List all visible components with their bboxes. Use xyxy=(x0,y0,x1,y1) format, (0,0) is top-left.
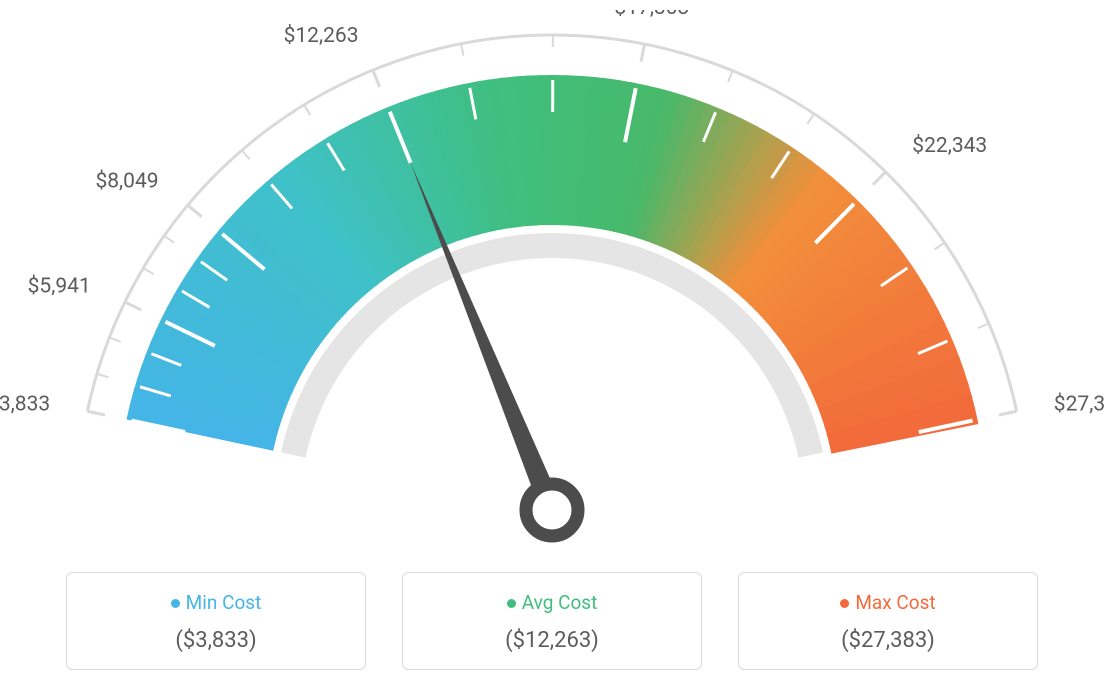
gauge-scale-label: $27,383 xyxy=(1054,392,1104,416)
legend-card-min: Min Cost ($3,833) xyxy=(66,572,366,670)
legend-value-min: ($3,833) xyxy=(67,628,365,653)
legend-label-min: Min Cost xyxy=(67,591,365,614)
legend-dot-avg xyxy=(507,599,516,608)
gauge-scale-label: $5,941 xyxy=(28,274,91,298)
gauge-scale-label: $8,049 xyxy=(95,170,158,194)
legend-label-max: Max Cost xyxy=(739,591,1037,614)
gauge-svg: $3,833 $5,941 $8,049 $12,263 $17,303 $22,343 $… xyxy=(0,10,1104,550)
cost-gauge-container: $3,833 $5,941 $8,049 $12,263 $17,303 $22,343 $… xyxy=(0,0,1104,690)
legend-label-min-text: Min Cost xyxy=(186,591,262,614)
gauge-scale-label: $22,343 xyxy=(912,134,987,158)
legend-value-max: ($27,383) xyxy=(739,628,1037,653)
gauge-scale-label: $17,303 xyxy=(614,10,689,20)
legend-dot-max xyxy=(840,599,849,608)
legend-label-avg-text: Avg Cost xyxy=(522,591,598,614)
legend-label-avg: Avg Cost xyxy=(403,591,701,614)
legend-row: Min Cost ($3,833) Avg Cost ($12,263) Max… xyxy=(0,572,1104,670)
legend-dot-min xyxy=(171,599,180,608)
gauge-scale-label: $3,833 xyxy=(0,392,50,416)
legend-label-max-text: Max Cost xyxy=(855,591,935,614)
legend-value-avg: ($12,263) xyxy=(403,628,701,653)
legend-card-avg: Avg Cost ($12,263) xyxy=(402,572,702,670)
gauge-chart: $3,833 $5,941 $8,049 $12,263 $17,303 $22,343 $… xyxy=(0,10,1104,550)
legend-card-max: Max Cost ($27,383) xyxy=(738,572,1038,670)
gauge-scale-label: $12,263 xyxy=(284,24,359,48)
